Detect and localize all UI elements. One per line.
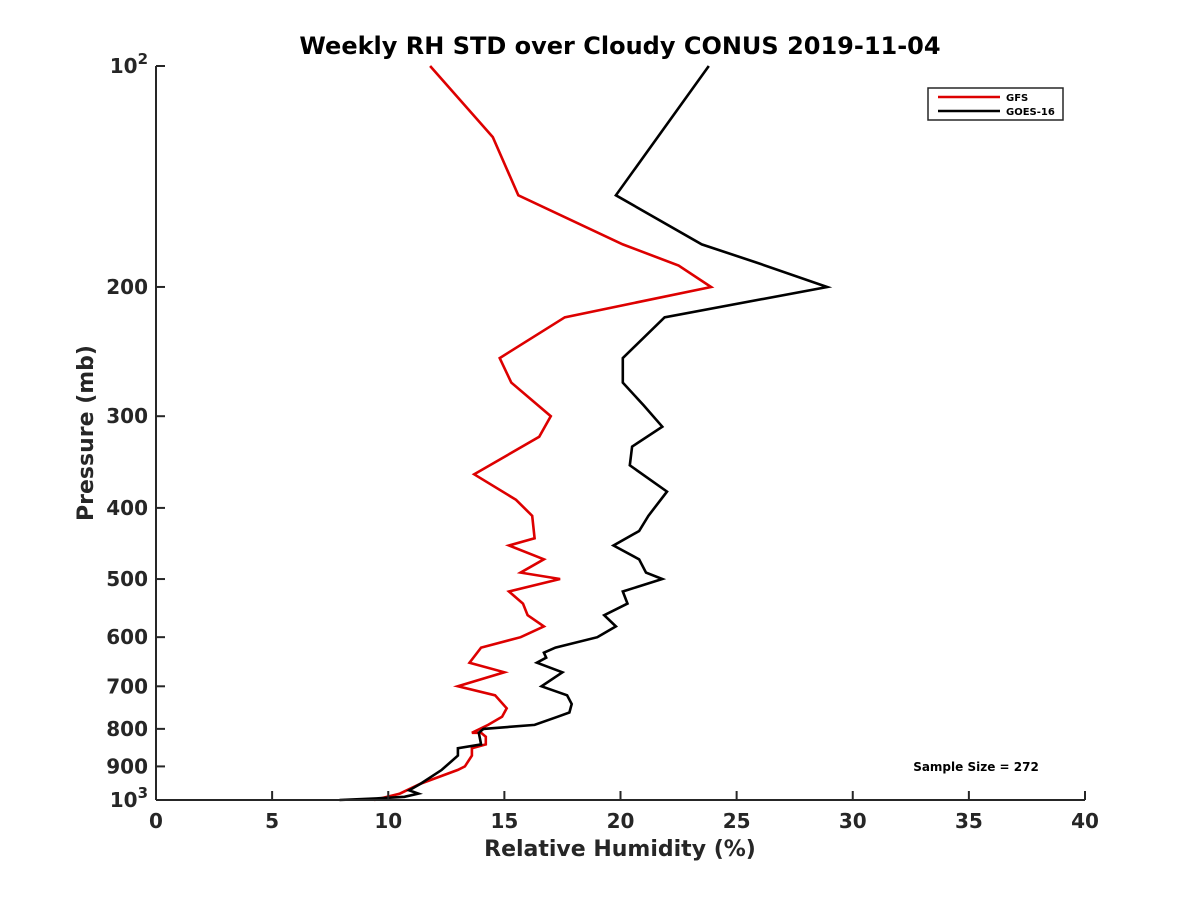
y-tick-label: 102 [110,50,148,78]
y-tick-label: 900 [106,754,148,778]
x-tick-label: 10 [374,809,402,833]
x-tick-label: 20 [607,809,635,833]
y-tick-label: 700 [106,674,148,698]
x-tick-label: 35 [955,809,983,833]
chart-title: Weekly RH STD over Cloudy CONUS 2019-11-… [299,32,940,60]
x-tick-label: 25 [723,809,751,833]
x-tick-label: 40 [1071,809,1099,833]
y-tick-label: 800 [106,717,148,741]
y-tick-label: 103 [110,784,148,812]
legend-box [927,87,1064,121]
x-tick-label: 0 [149,809,163,833]
y-tick-label: 300 [106,404,148,428]
x-tick-label: 15 [490,809,518,833]
series-line-goes-16 [339,65,833,802]
x-tick-label: 5 [265,809,279,833]
y-tick-label: 400 [106,496,148,520]
y-tick-label: 500 [106,567,148,591]
y-axis-label: Pressure (mb) [74,345,99,521]
y-tick-label: 600 [106,625,148,649]
y-tick-label: 200 [106,275,148,299]
legend: GFS GOES-16 [927,87,1064,121]
legend-label-gfs: GFS [1006,93,1028,104]
x-tick-label: 30 [839,809,867,833]
sample-size-annotation: Sample Size = 272 [913,760,1039,774]
series-line-gfs [373,65,715,802]
legend-label-goes-16: GOES-16 [1006,107,1055,118]
axes-layer: 0 5 10 15 20 25 30 35 40 102 200 300 400 500 600 700 800… [106,50,1099,833]
x-axis-label: Relative Humidity (%) [484,837,756,862]
series-layer [339,65,833,802]
